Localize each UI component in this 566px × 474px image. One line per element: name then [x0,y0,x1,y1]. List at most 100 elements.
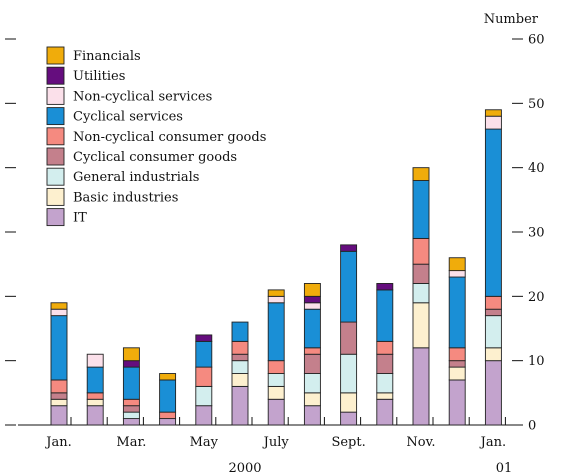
bar-segment [303,353,321,374]
bar-segment [195,405,213,426]
bar-segment [159,379,177,413]
y-tick-label: 0 [528,419,536,434]
bar-segment [159,418,177,426]
bar-segment [340,321,358,355]
bar-segment [231,385,249,426]
bar-segment [340,353,358,394]
bar-segment [340,250,358,323]
legend-swatch [46,46,65,65]
bar-segment [303,283,321,297]
bar-segment [122,418,140,426]
year-label-01: 01 [496,461,513,474]
bar-segment [267,385,285,400]
x-tick-label: Nov. [406,435,435,450]
bar-segment [267,289,285,297]
year-label-2000: 2000 [228,461,261,474]
bar-segment [412,263,430,284]
bar-segment [195,340,213,368]
bar-segment [231,353,249,362]
bar-segment [231,340,249,355]
bar-segment [376,353,394,374]
bar-segment [376,340,394,355]
bar-segment [303,347,321,355]
bar-segment [122,405,140,413]
bar-segment [484,128,502,297]
legend-swatch [46,66,65,85]
bar-segment [159,373,177,381]
bar-segment [412,347,430,426]
bar-segment [86,398,104,407]
bar-segment [86,353,104,368]
bar-segment [484,308,502,317]
bar-segment [412,237,430,265]
bar-segment [231,373,249,387]
bar-segment [267,360,285,374]
bar-segment [195,366,213,387]
bar-segment [50,315,68,381]
x-tick-label: Mar. [116,435,146,450]
bar-segment [303,302,321,310]
bar-segment [231,321,249,342]
y-tick-label: 10 [528,354,545,369]
bar-segment [484,347,502,362]
y-tick-label: 60 [528,33,545,48]
bar-segment [340,392,358,413]
bar-segment [303,405,321,426]
bar-segment [159,411,177,420]
bar-segment [231,360,249,374]
bar-segment [303,373,321,394]
bar-segment [412,167,430,181]
bar-segment [86,405,104,426]
legend-swatch [46,208,65,227]
bar-segment [448,270,466,278]
y-tick-label: 50 [528,97,545,112]
legend-label: Cyclical services [73,110,183,125]
legend-label: Financials [73,49,141,64]
legend-swatch [46,167,65,186]
bar-segment [50,379,68,394]
x-tick-label: May [190,435,219,450]
legend: Financials Utilities Non-cyclical services… [46,46,266,227]
bar-segment [195,334,213,342]
legend-label: Utilities [73,69,125,84]
bar-segment [122,366,140,400]
bar-segment [448,366,466,381]
bar-segment [484,360,502,426]
bar-segment [412,283,430,304]
bar-segment [412,180,430,239]
x-tick-label: Sept. [331,435,365,450]
bar-segment [122,347,140,362]
bar-segment [340,244,358,252]
legend-swatch [46,127,65,146]
bar-segment [86,366,104,394]
bar-segment [448,379,466,426]
bar-segment [376,283,394,291]
bar-segment [86,392,104,400]
legend-label: Basic industries [73,190,178,205]
y-axis-label: Number [484,12,539,27]
bar-segment [50,392,68,400]
bar-segment [376,398,394,426]
bar-segment [376,373,394,394]
legend-swatch [46,107,65,126]
legend-label: Cyclical consumer goods [73,150,237,165]
bar-segment [340,411,358,426]
bar-segment [448,347,466,362]
y-tick-label: 30 [528,226,545,241]
legend-swatch [46,187,65,206]
bar-segment [412,302,430,349]
bar-segment [376,392,394,400]
bar-segment [484,109,502,117]
bar-segment [50,302,68,310]
legend-swatch [46,147,65,166]
bar-segment [448,257,466,272]
legend-label: Non-cyclical services [73,89,212,104]
bar-segment [484,295,502,310]
legend-label: IT [73,211,87,226]
bar-segment [267,302,285,362]
bar-segment [122,411,140,420]
x-tick-label: Jan. [479,435,506,450]
bar-segment [303,392,321,407]
y-tick-label: 40 [528,161,545,176]
